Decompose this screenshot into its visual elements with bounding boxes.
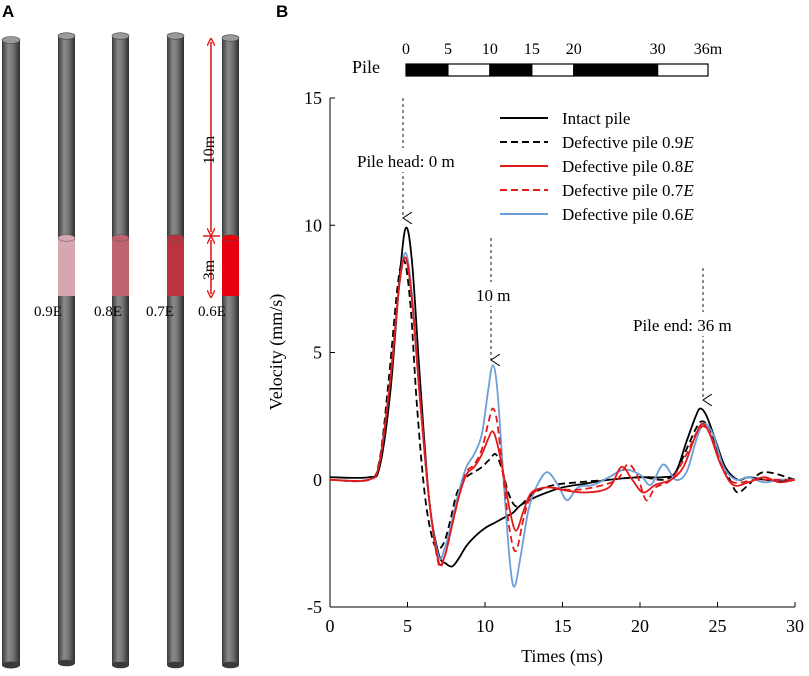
scale-bar-segment (573, 63, 659, 77)
x-axis-label: Times (ms) (521, 646, 603, 667)
series-line-2 (329, 258, 796, 550)
scale-bar-segment (489, 63, 533, 77)
dimension-arrows (203, 42, 220, 294)
legend-label-1: Intact pile (562, 109, 630, 128)
defect-segment-0.8E (112, 238, 129, 296)
pile-0.8E: 0.8E (94, 32, 130, 669)
scale-bar-tick-label: 30 (650, 41, 666, 58)
x-tick-label: 25 (709, 616, 727, 636)
x-tick-label: 0 (326, 616, 335, 636)
pile-0.9E: 0.9E (34, 32, 76, 667)
scale-bar-segment (405, 63, 449, 77)
intact-pile (1, 36, 21, 669)
panel-a: A 0.9E 0.8E (1, 2, 240, 669)
y-tick-label: 5 (313, 343, 322, 363)
scale-bar-tick-label: 10 (482, 41, 498, 58)
scale-bar-segment (657, 63, 709, 77)
pile-scale-bar: Pile 0 5 10 15 20 30 36m (352, 41, 723, 77)
legend-label-3: Defective pile 0.8E (562, 157, 694, 176)
legend-label-2: Defective pile 0.9E (562, 133, 694, 152)
scale-bar-tick-label: 36m (694, 41, 723, 58)
series-line-5 (329, 251, 796, 588)
y-tick-label: 10 (304, 215, 322, 235)
defect-segment-0.9E (58, 238, 75, 296)
y-axis-label: Velocity (mm/s) (266, 294, 287, 410)
series-line-1 (329, 226, 796, 568)
pile-label-0.7E: 0.7E (146, 304, 174, 320)
defect-label-bg (472, 282, 530, 306)
scale-bar-tick-label: 5 (444, 41, 452, 58)
scale-bar-tick-labels: 0 5 10 15 20 30 36m (402, 41, 723, 58)
x-tick-label: 10 (476, 616, 494, 636)
scale-bar-tick-label: 15 (524, 41, 540, 58)
scale-bar-tick-label: 20 (566, 41, 582, 58)
legend-label-4: Defective pile 0.7E (562, 181, 694, 200)
pile-label-0.9E: 0.9E (34, 304, 62, 320)
pile-end-label-bg (630, 312, 778, 336)
x-ticks: 0 5 10 15 20 25 30 (326, 602, 804, 636)
dimension-label-10m: 10m (201, 135, 218, 164)
x-tick-label: 5 (403, 616, 412, 636)
y-tick-label: 0 (313, 470, 322, 490)
series-line-4 (329, 256, 795, 569)
plot-area (329, 226, 796, 588)
y-tick-label: 15 (304, 88, 322, 108)
panel-b-letter: B (276, 2, 288, 21)
scale-bar-segment (531, 63, 575, 77)
series-line-3 (329, 256, 796, 566)
dimension-label-3m: 3m (201, 259, 218, 280)
pile-0.6E: 0.6E (198, 34, 240, 669)
annotation-pile-head: Pile head: 0 m (357, 152, 455, 171)
scale-bar-title: Pile (352, 57, 380, 77)
pile-label-0.8E: 0.8E (94, 304, 122, 320)
scale-bar-segment (447, 63, 491, 77)
defect-segment-0.6E (222, 238, 239, 296)
legend: Intact pile Defective pile 0.9E Defective … (500, 109, 694, 224)
defective-piles: 0.9E 0.8E 0.7E (34, 32, 240, 669)
annotation-defect: 10 m (476, 286, 510, 305)
x-tick-label: 30 (786, 616, 804, 636)
legend-label-5: Defective pile 0.6E (562, 205, 694, 224)
x-tick-label: 20 (631, 616, 649, 636)
pile-label-0.6E: 0.6E (198, 304, 226, 320)
scale-bar-segments (405, 63, 709, 77)
y-tick-label: -5 (307, 597, 322, 617)
pile-head-label-bg (354, 148, 494, 172)
defect-segment-0.7E (167, 238, 184, 296)
y-ticks: -5 0 5 10 15 (304, 88, 335, 617)
panel-a-letter: A (2, 2, 14, 21)
x-tick-label: 15 (554, 616, 572, 636)
scale-bar-tick-label: 0 (402, 41, 410, 58)
annotation-pile-end: Pile end: 36 m (633, 316, 732, 335)
pile-0.7E: 0.7E (146, 32, 185, 669)
